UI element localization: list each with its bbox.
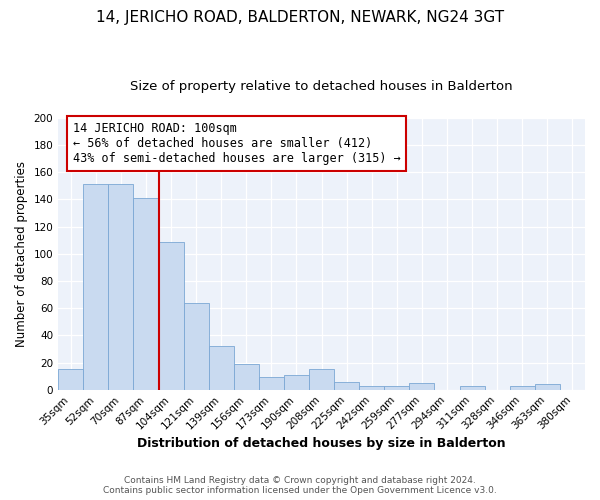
Bar: [259, 378, 284, 390]
Title: Size of property relative to detached houses in Balderton: Size of property relative to detached ho…: [130, 80, 513, 93]
Bar: [58, 370, 83, 390]
Bar: [209, 346, 234, 390]
Bar: [83, 184, 109, 390]
Bar: [184, 302, 209, 390]
Bar: [133, 198, 158, 390]
Bar: [334, 382, 359, 390]
Bar: [234, 364, 259, 390]
Text: 14, JERICHO ROAD, BALDERTON, NEWARK, NG24 3GT: 14, JERICHO ROAD, BALDERTON, NEWARK, NG2…: [96, 10, 504, 25]
Bar: [309, 370, 334, 390]
Bar: [510, 386, 535, 390]
Y-axis label: Number of detached properties: Number of detached properties: [15, 161, 28, 347]
Bar: [409, 383, 434, 390]
X-axis label: Distribution of detached houses by size in Balderton: Distribution of detached houses by size …: [137, 437, 506, 450]
Text: 14 JERICHO ROAD: 100sqm
← 56% of detached houses are smaller (412)
43% of semi-d: 14 JERICHO ROAD: 100sqm ← 56% of detache…: [73, 122, 400, 165]
Bar: [158, 242, 184, 390]
Bar: [460, 386, 485, 390]
Bar: [284, 375, 309, 390]
Text: Contains HM Land Registry data © Crown copyright and database right 2024.
Contai: Contains HM Land Registry data © Crown c…: [103, 476, 497, 495]
Bar: [535, 384, 560, 390]
Bar: [359, 386, 385, 390]
Bar: [385, 386, 409, 390]
Bar: [109, 184, 133, 390]
